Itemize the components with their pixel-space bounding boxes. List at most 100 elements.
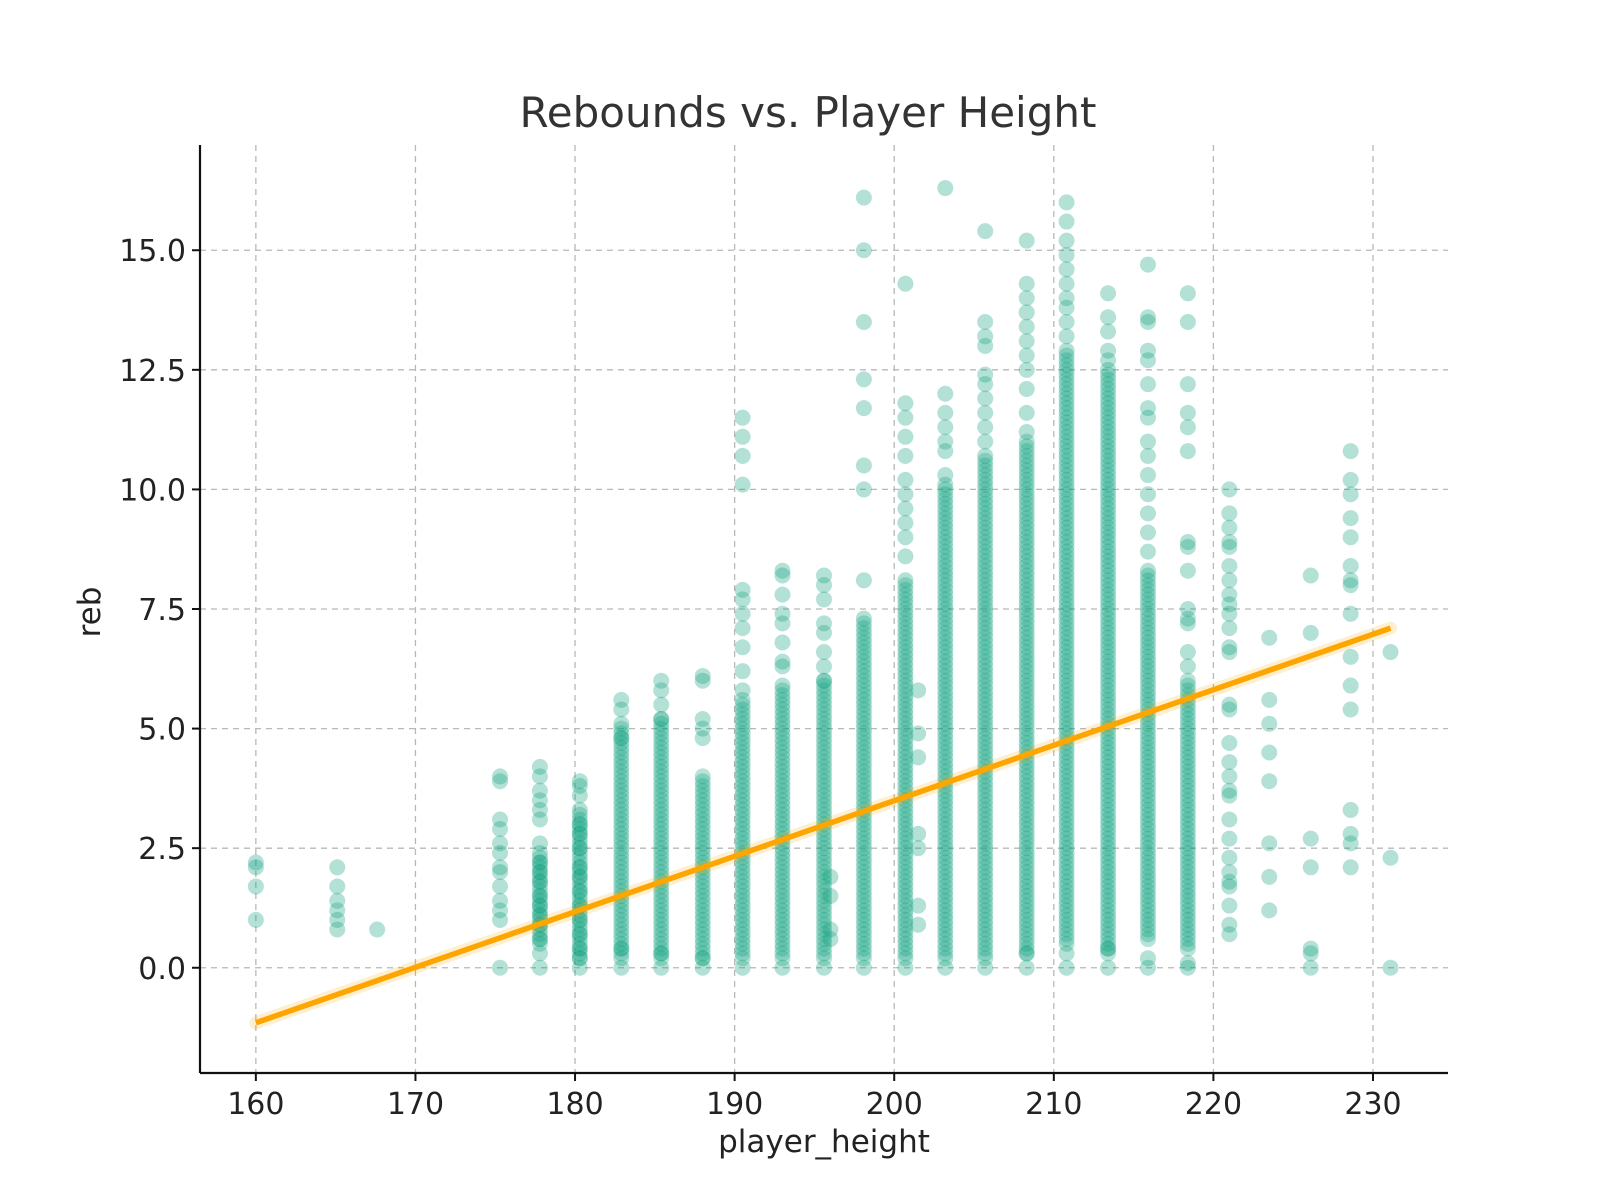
scatter-point	[1058, 902, 1075, 919]
scatter-point	[977, 892, 994, 909]
scatter-point	[694, 672, 711, 689]
scatter-point	[1139, 816, 1156, 833]
scatter-point	[1100, 605, 1117, 622]
scatter-point	[1221, 505, 1238, 522]
scatter-point	[1100, 424, 1117, 441]
scatter-point	[1261, 691, 1278, 708]
scatter-point	[937, 816, 954, 833]
scatter-point	[937, 648, 954, 665]
x-axis-label: player_height	[718, 1124, 930, 1160]
scatter-point	[694, 916, 711, 933]
scatter-point	[1058, 691, 1075, 708]
scatter-point	[774, 586, 791, 603]
scatter-point	[1058, 457, 1075, 474]
scatter-point	[531, 907, 548, 924]
scatter-point	[897, 605, 914, 622]
scatter-point	[653, 902, 670, 919]
scatter-point	[937, 620, 954, 637]
scatter-point	[774, 926, 791, 943]
scatter-point	[774, 754, 791, 771]
scatter-point	[694, 907, 711, 924]
scatter-point	[1100, 667, 1117, 684]
scatter-point	[977, 782, 994, 799]
scatter-point	[1100, 744, 1117, 761]
scatter-point	[977, 792, 994, 809]
scatter-point	[897, 701, 914, 718]
scatter-point	[734, 758, 751, 775]
scatter-point	[613, 849, 630, 866]
scatter-point	[774, 792, 791, 809]
scatter-point	[1058, 514, 1075, 531]
scatter-point	[897, 902, 914, 919]
scatter-point	[1018, 304, 1035, 321]
scatter-point	[977, 653, 994, 670]
scatter-point	[937, 806, 954, 823]
scatter-point	[977, 940, 994, 957]
scatter-point	[1179, 921, 1196, 938]
scatter-point	[1100, 361, 1117, 378]
scatter-point	[1058, 792, 1075, 809]
scatter-point	[910, 840, 927, 857]
scatter-point	[694, 830, 711, 847]
scatter-point	[1100, 811, 1117, 828]
scatter-point	[1139, 744, 1156, 761]
scatter-point	[1302, 624, 1319, 641]
scatter-point	[897, 663, 914, 680]
scatter-point	[816, 835, 832, 852]
scatter-point	[816, 591, 832, 608]
scatter-point	[531, 844, 548, 861]
scatter-point	[937, 916, 954, 933]
scatter-point	[1058, 409, 1075, 426]
scatter-point	[571, 911, 588, 928]
scatter-point	[1058, 897, 1075, 914]
scatter-point	[1018, 691, 1035, 708]
scatter-point	[1100, 419, 1117, 436]
scatter-point	[734, 720, 751, 737]
scatter-point	[1100, 754, 1117, 771]
scatter-point	[937, 610, 954, 627]
scatter-point	[694, 825, 711, 842]
scatter-point	[816, 873, 832, 890]
scatter-point	[937, 591, 954, 608]
scatter-point	[937, 672, 954, 689]
scatter-point	[977, 687, 994, 704]
scatter-point	[1018, 629, 1035, 646]
scatter-point	[1139, 763, 1156, 780]
scatter-point	[855, 648, 872, 665]
scatter-point	[694, 811, 711, 828]
scatter-point	[1221, 849, 1238, 866]
scatter-point	[816, 825, 832, 842]
scatter-point	[653, 931, 670, 948]
scatter-point	[937, 500, 954, 517]
scatter-point	[1139, 739, 1156, 756]
scatter-point	[774, 911, 791, 928]
scatter-point	[1139, 342, 1156, 359]
scatter-point	[897, 916, 914, 933]
scatter-point	[734, 744, 751, 761]
scatter-point	[1058, 290, 1075, 307]
scatter-point	[653, 801, 670, 818]
scatter-point	[937, 562, 954, 579]
scatter-point	[774, 730, 791, 747]
scatter-point	[571, 811, 588, 828]
scatter-point	[774, 777, 791, 794]
scatter-point	[816, 854, 832, 871]
scatter-point	[1100, 849, 1117, 866]
scatter-point	[774, 720, 791, 737]
scatter-point	[492, 811, 509, 828]
scatter-point	[613, 916, 630, 933]
scatter-point	[937, 907, 954, 924]
scatter-point	[1018, 462, 1035, 479]
scatter-point	[1100, 888, 1117, 905]
scatter-point	[977, 821, 994, 838]
scatter-point	[1100, 342, 1117, 359]
scatter-point	[897, 878, 914, 895]
scatter-point	[1018, 380, 1035, 397]
scatter-point	[774, 935, 791, 952]
scatter-point	[1100, 390, 1117, 407]
scatter-point	[1179, 897, 1196, 914]
scatter-point	[653, 940, 670, 957]
scatter-point	[1058, 921, 1075, 938]
scatter-point	[613, 959, 630, 976]
scatter-point	[1179, 682, 1196, 699]
